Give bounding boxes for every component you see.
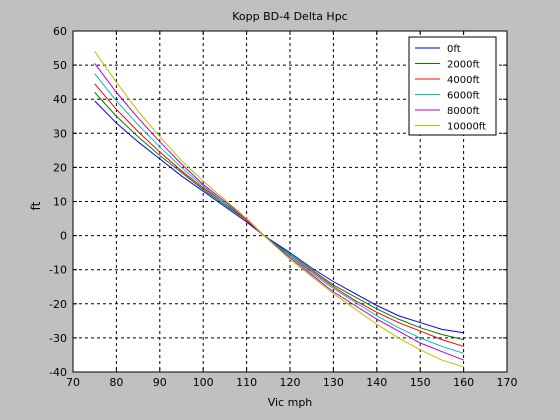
y-tick-label: -10 [49,264,67,277]
x-tick-label: 120 [280,376,301,389]
series-lines [94,51,464,368]
x-tick-label: 140 [366,376,387,389]
x-tick-label: 130 [323,376,344,389]
chart-title: Kopp BD-4 Delta Hpc [232,10,347,23]
legend-label-0ft: 0ft [447,44,461,55]
y-tick-label: -30 [49,332,67,345]
y-axis-label: ft [29,201,43,210]
x-axis-label: Vic mph [268,396,313,409]
x-tick-label: 110 [236,376,257,389]
y-tick-label: -40 [49,366,67,379]
y-tick-label: -20 [49,298,67,311]
x-tick-label: 100 [193,376,214,389]
y-tick-label: 40 [53,93,67,106]
series-line-2000ft [94,92,464,341]
series-line-6000ft [94,73,464,354]
series-line-10000ft [94,51,464,368]
y-tick-label: 0 [60,230,67,243]
x-tick-label: 150 [410,376,431,389]
legend-label-10000ft: 10000ft [447,122,486,133]
y-tick-label: 20 [53,161,67,174]
series-line-8000ft [94,63,464,361]
y-tick-label: 10 [53,196,67,209]
legend-label-4000ft: 4000ft [447,75,480,86]
legend-label-6000ft: 6000ft [447,91,480,102]
legend-box [408,36,497,136]
y-tick-label: 60 [53,25,67,38]
x-tick-label: 70 [66,376,80,389]
x-tick-label: 80 [109,376,123,389]
legend: 0ft 2000ft 4000ft 6000ft 8000ft 10000ft [408,36,497,136]
x-tick-label: 170 [497,376,518,389]
x-tick-label: 90 [153,376,167,389]
x-tick-label: 160 [453,376,474,389]
series-line-0ft [94,100,464,334]
axis-ticks: 70 80 90 100 110 120 130 140 150 160 170-40-30-20-… [49,25,517,389]
legend-label-2000ft: 2000ft [447,60,480,71]
y-tick-label: 30 [53,127,67,140]
legend-label-8000ft: 8000ft [447,106,480,117]
y-tick-label: 50 [53,59,67,72]
